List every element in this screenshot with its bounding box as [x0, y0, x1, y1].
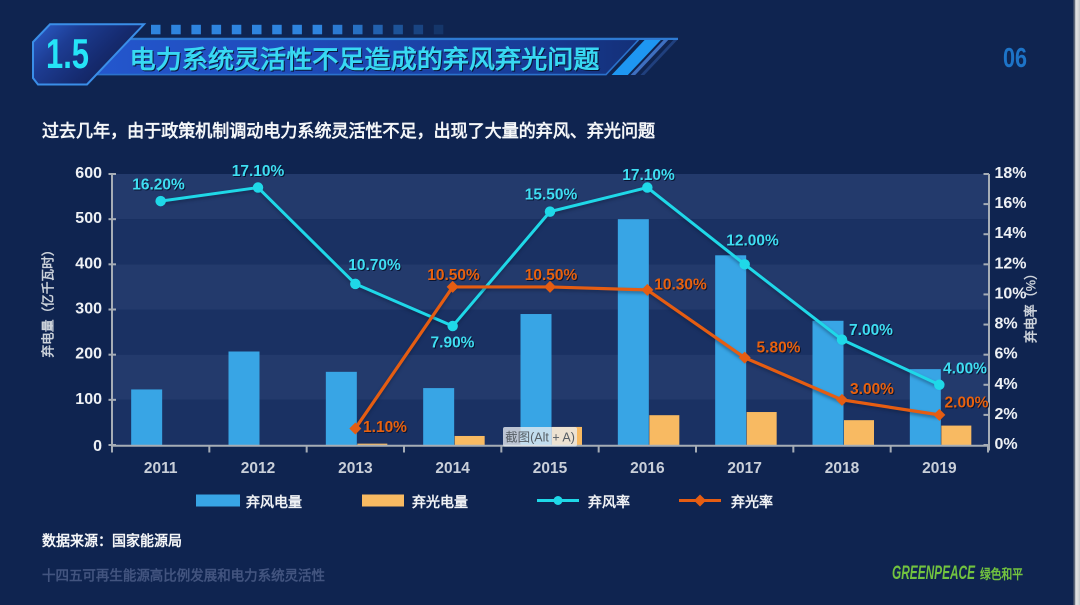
svg-text:弃风率: 弃风率: [587, 494, 630, 510]
svg-text:16.20%: 16.20%: [132, 177, 185, 194]
svg-text:7.00%: 7.00%: [849, 322, 893, 339]
svg-text:电力系统灵活性不足造成的弃风弃光问题: 电力系统灵活性不足造成的弃风弃光问题: [130, 45, 600, 74]
svg-text:2016: 2016: [630, 460, 665, 477]
svg-text:弃光电量: 弃光电量: [411, 494, 468, 510]
svg-text:2013: 2013: [338, 460, 373, 477]
svg-text:17.10%: 17.10%: [232, 163, 285, 180]
svg-text:300: 300: [75, 301, 102, 318]
svg-text:5.80%: 5.80%: [757, 340, 801, 357]
svg-text:6%: 6%: [995, 346, 1018, 363]
svg-text:500: 500: [75, 210, 102, 227]
svg-text:8%: 8%: [995, 316, 1018, 333]
svg-text:7.90%: 7.90%: [431, 335, 475, 352]
svg-text:400: 400: [75, 255, 102, 272]
svg-text:10.30%: 10.30%: [654, 277, 707, 294]
svg-text:10.50%: 10.50%: [525, 267, 578, 284]
svg-text:2014: 2014: [435, 460, 470, 477]
svg-text:4.00%: 4.00%: [943, 361, 987, 378]
svg-text:12.00%: 12.00%: [726, 233, 779, 250]
svg-text:2%: 2%: [995, 406, 1018, 423]
svg-text:600: 600: [75, 165, 102, 182]
svg-text:17.10%: 17.10%: [622, 167, 675, 184]
svg-text:10.50%: 10.50%: [427, 267, 480, 284]
svg-text:200: 200: [75, 346, 102, 363]
svg-text:数据来源：国家能源局: 数据来源：国家能源局: [42, 532, 182, 550]
svg-text:3.00%: 3.00%: [850, 381, 894, 398]
svg-text:绿色和平: 绿色和平: [980, 566, 1023, 582]
svg-text:弃光率: 弃光率: [730, 494, 773, 510]
svg-text:2015: 2015: [533, 460, 568, 477]
svg-text:2012: 2012: [241, 460, 275, 477]
svg-text:0%: 0%: [995, 436, 1018, 453]
svg-text:弃电量（亿千瓦时）: 弃电量（亿千瓦时）: [41, 244, 56, 358]
svg-text:4%: 4%: [995, 376, 1018, 393]
svg-text:06: 06: [1003, 42, 1027, 73]
svg-text:1.10%: 1.10%: [363, 419, 407, 436]
svg-text:100: 100: [75, 391, 102, 408]
svg-text:截图(Alt + A): 截图(Alt + A): [505, 431, 575, 445]
svg-text:18%: 18%: [995, 165, 1027, 182]
svg-text:十四五可再生能源高比例发展和电力系统灵活性: 十四五可再生能源高比例发展和电力系统灵活性: [42, 568, 325, 584]
svg-text:10%: 10%: [995, 285, 1027, 302]
svg-text:弃风电量: 弃风电量: [245, 494, 302, 510]
svg-text:15.50%: 15.50%: [525, 187, 578, 204]
svg-text:12%: 12%: [995, 255, 1027, 272]
svg-text:16%: 16%: [995, 195, 1027, 212]
svg-text:2017: 2017: [727, 460, 761, 477]
svg-text:过去几年，由于政策机制调动电力系统灵活性不足，出现了大量的弃: 过去几年，由于政策机制调动电力系统灵活性不足，出现了大量的弃风、弃光问题: [42, 121, 655, 141]
svg-text:2.00%: 2.00%: [945, 395, 989, 412]
svg-text:14%: 14%: [995, 225, 1027, 242]
svg-text:1.5: 1.5: [46, 30, 89, 77]
svg-text:2018: 2018: [825, 460, 860, 477]
svg-text:GREENPEACE: GREENPEACE: [892, 563, 976, 584]
svg-text:2011: 2011: [144, 460, 178, 477]
svg-text:2019: 2019: [922, 460, 957, 477]
svg-text:弃电率（%）: 弃电率（%）: [1023, 267, 1039, 343]
svg-text:0: 0: [93, 438, 102, 455]
svg-text:10.70%: 10.70%: [348, 257, 401, 274]
